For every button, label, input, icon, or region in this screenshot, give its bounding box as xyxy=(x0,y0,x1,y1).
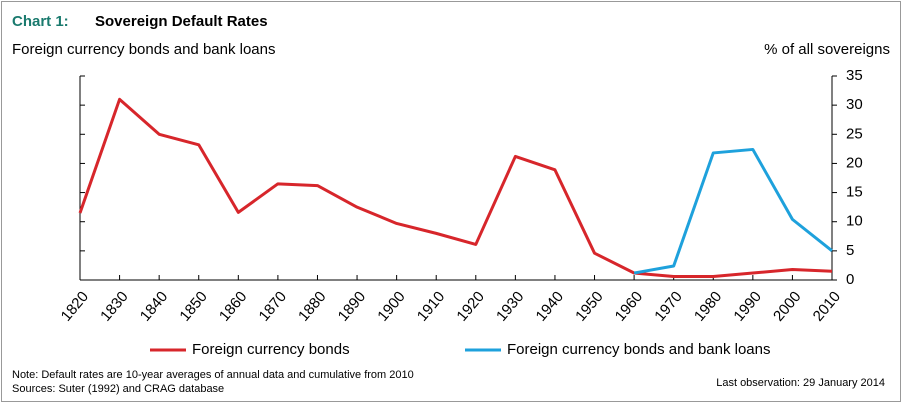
y-tick-label: 25 xyxy=(846,125,863,142)
series-line xyxy=(78,97,833,279)
x-tick-label: 1950 xyxy=(572,288,606,324)
x-tick-label: 1970 xyxy=(651,288,685,324)
x-tick-label: 1910 xyxy=(414,288,448,324)
x-tick-label: 1840 xyxy=(137,288,171,324)
x-tick-label: 2000 xyxy=(770,288,804,324)
x-tick-label: 1980 xyxy=(691,288,725,324)
y-tick-label: 35 xyxy=(846,67,863,84)
x-tick-label: 1990 xyxy=(730,288,764,324)
x-tick-label: 1940 xyxy=(533,288,567,324)
legend-label: Foreign currency bonds and bank loans xyxy=(507,341,771,358)
y-axis-label: % of all sovereigns xyxy=(764,41,890,58)
x-tick-label: 2010 xyxy=(810,288,844,324)
note: Note: Default rates are 10-year averages… xyxy=(12,369,414,381)
x-tick-label: 1860 xyxy=(216,288,250,324)
x-tick-label: 1820 xyxy=(58,288,92,324)
x-tick-label: 1870 xyxy=(256,288,290,324)
y-tick-label: 20 xyxy=(846,154,863,171)
x-tick-label: 1920 xyxy=(453,288,487,324)
y-tick-label: 5 xyxy=(846,242,854,259)
series-line xyxy=(633,147,833,275)
x-tick-label: 1850 xyxy=(176,288,210,324)
x-tick-label: 1900 xyxy=(374,288,408,324)
last-observation: Last observation: 29 January 2014 xyxy=(716,377,885,389)
chart-subtitle: Foreign currency bonds and bank loans xyxy=(12,41,276,58)
x-tick-label: 1880 xyxy=(295,288,329,324)
y-tick-label: 0 xyxy=(846,271,854,288)
x-tick-label: 1960 xyxy=(612,288,646,324)
y-tick-label: 15 xyxy=(846,184,863,201)
legend-label: Foreign currency bonds xyxy=(192,341,350,358)
x-tick-label: 1890 xyxy=(335,288,369,324)
chart-title: Sovereign Default Rates xyxy=(95,13,268,30)
y-tick-label: 10 xyxy=(846,213,863,230)
y-tick-label: 30 xyxy=(846,96,863,113)
chart-label: Chart 1: xyxy=(12,13,69,30)
note: Sources: Suter (1992) and CRAG database xyxy=(12,383,224,395)
x-tick-label: 1830 xyxy=(97,288,131,324)
x-tick-label: 1930 xyxy=(493,288,527,324)
